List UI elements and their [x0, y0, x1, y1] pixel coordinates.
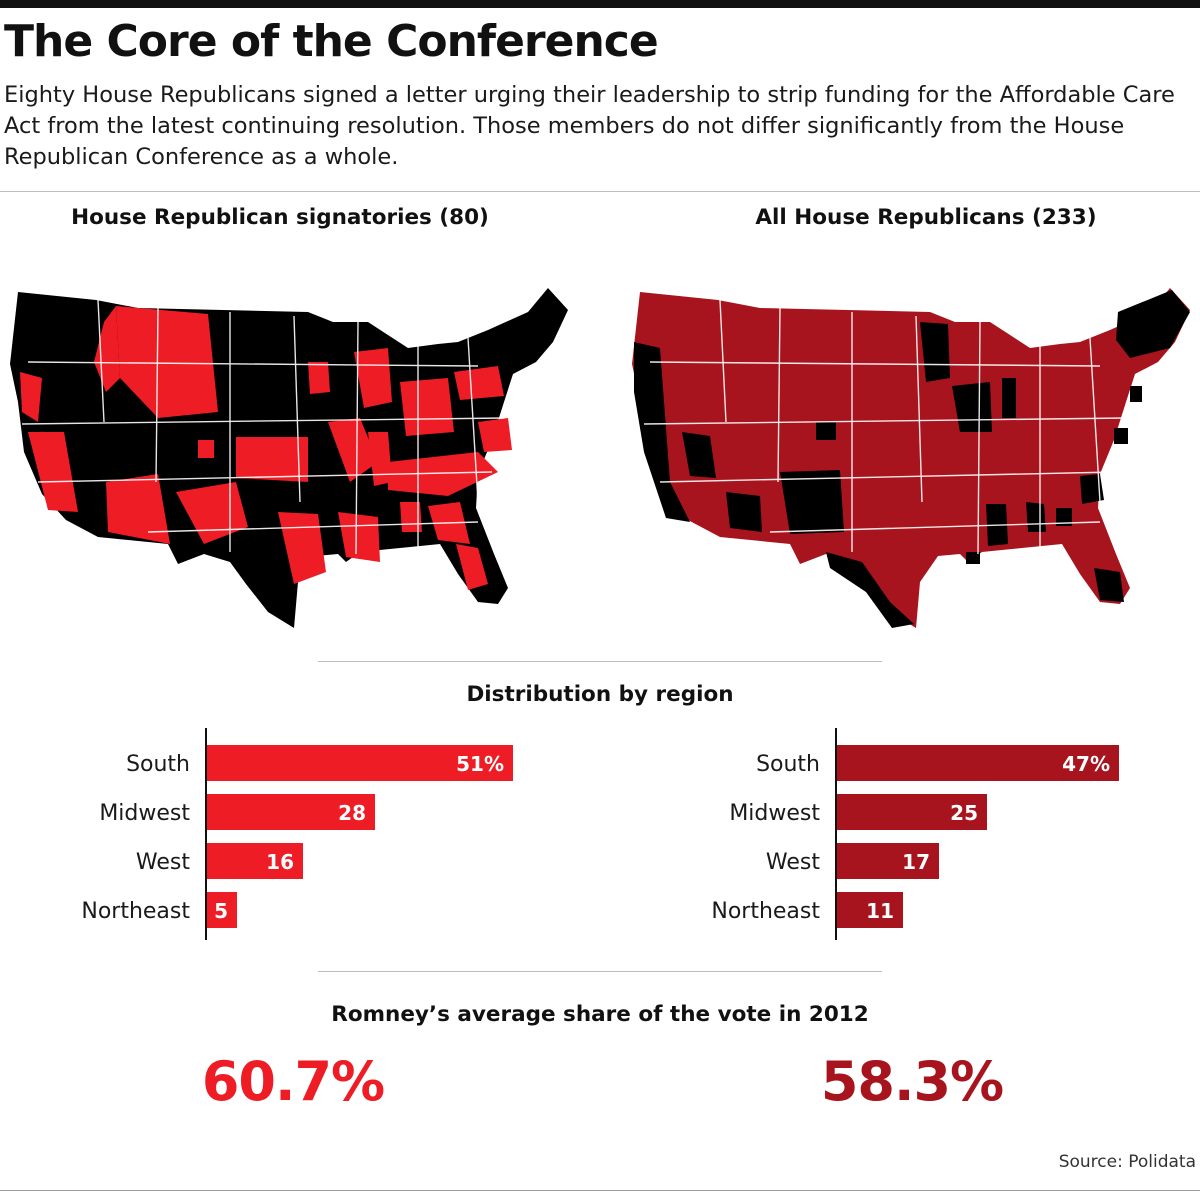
us-silhouette — [632, 288, 1190, 628]
source-credit: Source: Polidata — [1058, 1152, 1196, 1172]
region-florida — [456, 544, 488, 590]
bar-northeast — [207, 892, 237, 928]
signatories-district-map — [10, 288, 568, 628]
region-minnesota — [308, 362, 330, 394]
region-louisiana — [338, 512, 380, 562]
region-new-mexico — [780, 470, 844, 534]
region-colorado-spot — [198, 440, 214, 458]
bottom-border — [0, 1190, 1200, 1191]
region-kansas — [236, 437, 308, 482]
region-florida-south — [1094, 568, 1124, 602]
region-pennsylvania — [454, 366, 504, 400]
bar-south — [837, 745, 1119, 781]
region-wisconsin-michigan — [354, 348, 392, 408]
region-illinois-chicago — [1002, 378, 1016, 418]
bar-value-label: 17 — [902, 850, 930, 874]
category-label: Midwest — [729, 801, 820, 826]
category-label: South — [756, 752, 820, 777]
region-indiana-ohio — [400, 378, 454, 436]
region-illinois-south — [368, 432, 392, 486]
distribution-title: Distribution by region — [466, 682, 734, 707]
all-republicans-region-bar-chart: South 47% Midwest 25 West 17 Northeast 11 — [711, 728, 1119, 940]
romney-share-all-republicans: 58.3% — [820, 1050, 1004, 1113]
region-nevada-south — [682, 432, 716, 478]
region-arkansas-missouri — [328, 418, 378, 482]
region-new-orleans — [966, 552, 980, 564]
romney-share-signatories: 60.7% — [201, 1050, 385, 1113]
region-texas-south — [826, 552, 914, 628]
bar-northeast — [837, 892, 903, 928]
page-title: The Core of the Conference — [4, 16, 659, 67]
region-california-south — [28, 432, 78, 512]
region-tennessee-carolinas — [388, 452, 498, 496]
region-idaho — [94, 306, 120, 392]
bar-midwest — [207, 794, 375, 830]
region-minnesota — [920, 322, 950, 382]
bar-value-label: 28 — [338, 801, 366, 825]
region-south-carolina — [1080, 474, 1104, 504]
region-new-england — [1116, 290, 1190, 358]
region-atlanta — [1056, 508, 1072, 526]
bar-west — [207, 843, 303, 879]
bar-south — [207, 745, 513, 781]
all-republicans-district-map — [632, 288, 1190, 628]
page-subtitle: Eighty House Republicans signed a letter… — [4, 82, 1175, 170]
region-california-coast — [634, 342, 690, 522]
category-label: Northeast — [81, 899, 190, 924]
region-colorado-spot — [816, 422, 836, 440]
region-alabama-spot — [400, 502, 422, 532]
bar-value-label: 16 — [266, 850, 294, 874]
maps-divider — [318, 661, 882, 662]
region-pennsylvania-philly — [1130, 386, 1142, 402]
bar-midwest — [837, 794, 987, 830]
category-label: West — [766, 850, 820, 875]
bar-value-label: 5 — [214, 899, 228, 923]
bar-value-label: 25 — [950, 801, 978, 825]
header-divider — [0, 191, 1200, 192]
bar-value-label: 47% — [1062, 752, 1110, 776]
category-label: West — [136, 850, 190, 875]
region-california-north — [20, 372, 42, 422]
region-texas-east — [278, 512, 326, 584]
bars-divider — [318, 971, 882, 972]
romney-share-title: Romney’s average share of the vote in 20… — [331, 1002, 869, 1027]
bar-value-label: 11 — [866, 899, 894, 923]
region-arizona-south — [106, 474, 170, 544]
bar-value-label: 51% — [456, 752, 504, 776]
top-border-bar — [0, 0, 1200, 8]
region-alabama-black-belt — [1026, 502, 1046, 532]
region-virginia — [478, 418, 512, 452]
region-arizona-south — [726, 492, 762, 532]
signatories-region-bar-chart: South 51% Midwest 28 West 16 Northeast 5 — [81, 728, 513, 940]
region-montana-wyoming — [116, 306, 218, 418]
category-label: Northeast — [711, 899, 820, 924]
category-label: South — [126, 752, 190, 777]
category-label: Midwest — [99, 801, 190, 826]
right-panel-title: All House Republicans (233) — [755, 205, 1097, 230]
region-virginia-dc — [1114, 428, 1128, 444]
bar-west — [837, 843, 939, 879]
left-panel-title: House Republican signatories (80) — [71, 205, 489, 230]
